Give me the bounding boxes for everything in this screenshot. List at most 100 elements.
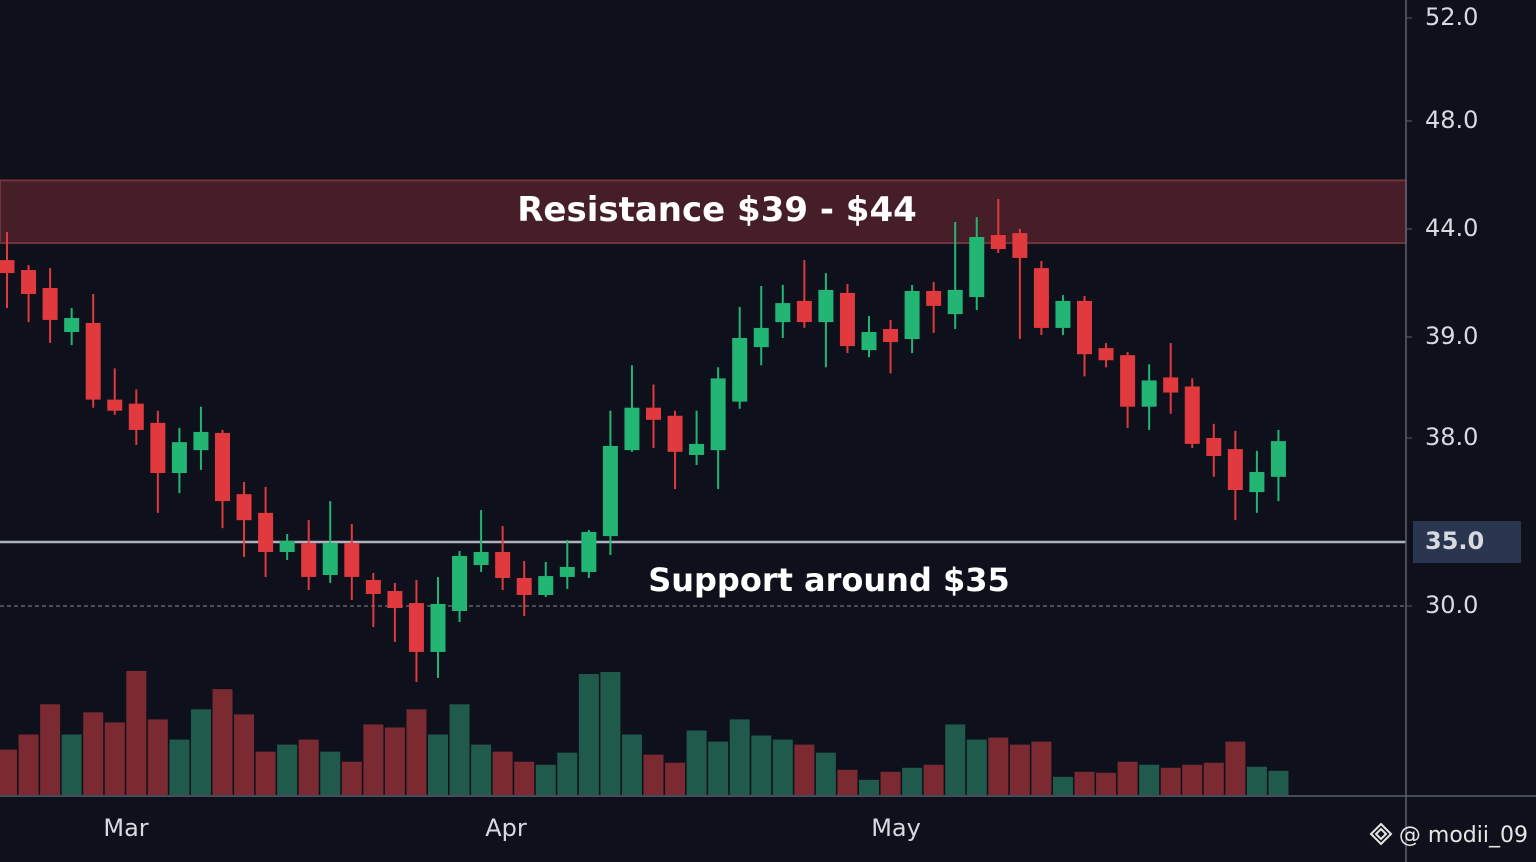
- candle-body: [602, 445, 618, 537]
- watermark: @ modii_09: [1369, 822, 1528, 848]
- volume-bar: [794, 744, 815, 795]
- x-tick-label: May: [871, 814, 921, 842]
- x-tick-label: Mar: [103, 814, 148, 842]
- volume-bar: [61, 734, 82, 795]
- volume-bar: [1225, 741, 1246, 795]
- volume-bar: [729, 719, 750, 795]
- volume-bar: [492, 751, 513, 795]
- volume-bar: [40, 704, 61, 795]
- candle-body: [322, 543, 338, 576]
- volume-bar: [1031, 741, 1052, 795]
- volume-bar: [902, 767, 923, 795]
- x-tick-label: Apr: [485, 814, 527, 842]
- candle-body: [516, 577, 532, 595]
- candle-body: [408, 603, 424, 652]
- volume-bar: [341, 761, 362, 795]
- volume-bar: [255, 751, 276, 795]
- candle-body: [818, 289, 834, 323]
- volume-bar: [708, 741, 729, 795]
- candle-body: [839, 292, 855, 347]
- volume-bar: [104, 722, 125, 795]
- volume-bar: [169, 739, 190, 795]
- volume-bar: [945, 724, 966, 795]
- volume-bar: [18, 734, 39, 795]
- candle-body: [1249, 471, 1265, 493]
- volume-bar: [428, 734, 448, 795]
- candle-body: [624, 407, 640, 451]
- volume-bar: [1009, 744, 1030, 795]
- volume-bar: [298, 739, 319, 795]
- volume-bar: [772, 739, 793, 795]
- candle-body: [926, 290, 942, 306]
- candle-body: [0, 260, 15, 274]
- candle-body: [301, 543, 317, 577]
- candle-body: [861, 332, 877, 351]
- candle-body: [128, 403, 144, 430]
- candle-body: [171, 442, 187, 474]
- candle-body: [1163, 377, 1179, 393]
- y-tick-label: 44.0: [1425, 214, 1478, 242]
- candle-body: [236, 494, 252, 521]
- candle-body: [344, 543, 360, 577]
- resistance-zone: [0, 179, 1407, 245]
- candle-body: [1184, 386, 1200, 444]
- volume-bar: [643, 754, 664, 795]
- volume-bar: [621, 734, 642, 795]
- candle-body: [1033, 268, 1049, 328]
- watermark-text: @ modii_09: [1399, 823, 1528, 848]
- volume-bar: [665, 762, 686, 795]
- volume-bar: [1160, 767, 1181, 795]
- volume-bar: [1268, 770, 1289, 795]
- candle-body: [1270, 441, 1286, 477]
- volume-bar: [514, 761, 535, 795]
- y-tick-label: 52.0: [1425, 3, 1478, 31]
- y-tick-label: 48.0: [1425, 106, 1478, 134]
- candle-body: [150, 422, 166, 474]
- candle-body: [64, 317, 80, 333]
- candle-body: [646, 407, 661, 420]
- candle-body: [387, 591, 403, 609]
- candle-body: [581, 531, 597, 572]
- volume-bar: [1117, 761, 1138, 795]
- volume-bar: [190, 709, 211, 795]
- volume-bar: [600, 672, 621, 795]
- volume-bar: [578, 674, 599, 795]
- volume-bar: [384, 727, 405, 795]
- volume-bar: [234, 714, 255, 795]
- candle-body: [667, 415, 683, 452]
- candle-body: [753, 327, 769, 348]
- volume-bar: [1096, 772, 1117, 795]
- candle-body: [775, 303, 791, 323]
- candle-body: [85, 322, 101, 400]
- candle-body: [452, 555, 468, 611]
- volume-bar: [988, 737, 1009, 795]
- candle-body: [732, 338, 748, 402]
- volume-bar: [837, 769, 858, 795]
- candle-body: [1055, 300, 1071, 328]
- volume-bar: [320, 751, 341, 795]
- volume-bar: [1182, 764, 1203, 795]
- candle-body: [215, 432, 230, 502]
- price-tag-label: 35.0: [1425, 527, 1484, 555]
- y-tick-label: 38.0: [1425, 423, 1478, 451]
- y-tick-label: 30.0: [1425, 591, 1478, 619]
- volume-bar: [126, 671, 147, 795]
- volume-bar: [1139, 764, 1160, 795]
- candle-body: [1012, 233, 1028, 258]
- volume-bar: [449, 704, 470, 795]
- candle-body: [947, 289, 963, 315]
- candle-body: [258, 512, 274, 552]
- volume-bar: [1052, 776, 1073, 795]
- volume-bar: [859, 779, 879, 795]
- candle-body: [904, 290, 920, 340]
- candle-body: [710, 378, 726, 451]
- volume-bar: [363, 724, 384, 795]
- candle-body: [689, 443, 705, 455]
- volume-bar: [0, 749, 17, 795]
- volume-bar: [966, 739, 987, 795]
- volume-bar: [212, 689, 233, 795]
- candle-body: [21, 270, 37, 295]
- zone-layer: [0, 179, 1407, 607]
